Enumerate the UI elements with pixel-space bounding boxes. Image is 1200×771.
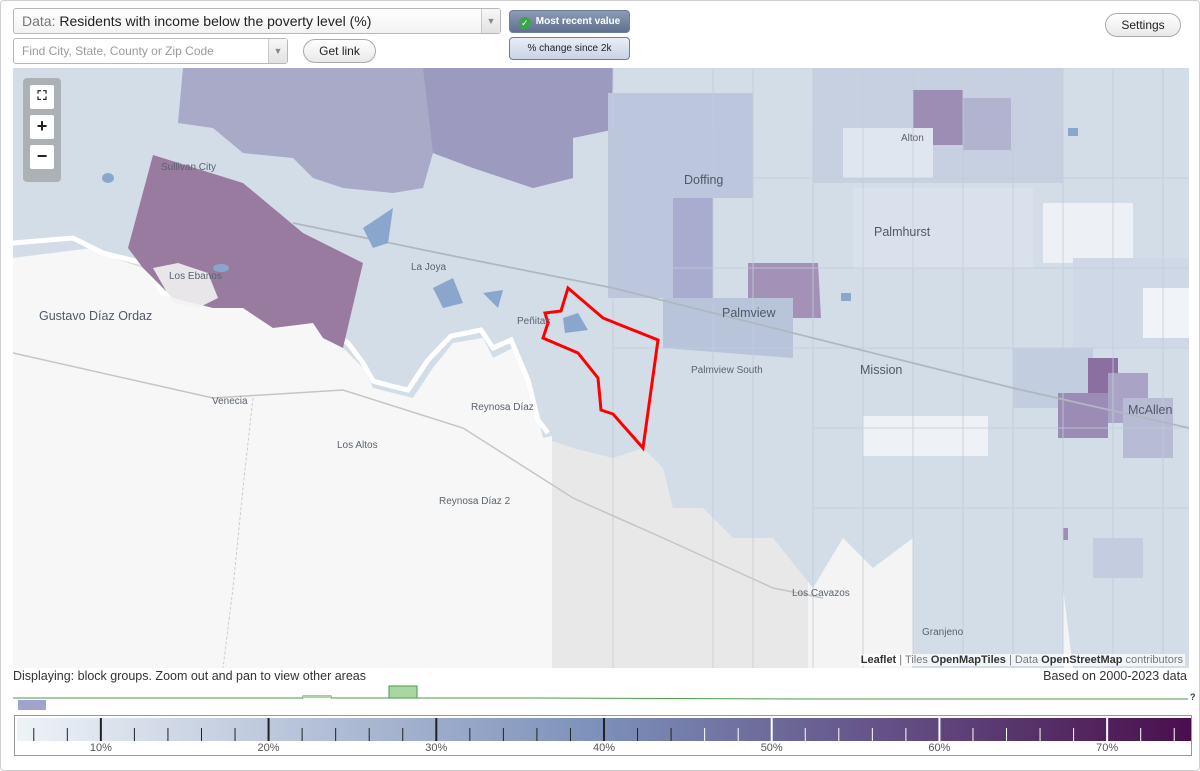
legend-tick-label: 70% [1096, 742, 1119, 754]
place-label: Alton [901, 133, 924, 144]
choropleth-layer [13, 68, 1189, 668]
distribution-histogram [13, 685, 1188, 710]
legend-tick-label: 10% [89, 742, 112, 754]
place-label: Reynosa Díaz [471, 402, 534, 413]
place-label: Los Altos [337, 440, 378, 451]
selected-area-outline[interactable] [541, 285, 660, 452]
zoom-in-button[interactable]: + [30, 115, 54, 139]
place-label: Los Ebanos [169, 271, 222, 282]
zoom-out-button[interactable]: − [30, 145, 54, 169]
map-attribution: Leaflet | Tiles OpenMapTiles | Data Open… [858, 654, 1185, 666]
histogram-unknown-bar [18, 700, 46, 710]
legend-gradient [17, 718, 1191, 741]
openstreetmap-link[interactable]: OpenStreetMap [1041, 654, 1123, 666]
place-label: Peñitas [517, 316, 551, 327]
check-icon: ✓ [518, 17, 531, 29]
place-label: Reynosa Díaz 2 [439, 496, 511, 507]
most-recent-value-button[interactable]: ✓ Most recent value [509, 10, 630, 33]
get-link-button[interactable]: Get link [303, 39, 376, 63]
place-label: Palmview [722, 306, 776, 320]
data-select-value: Residents with income below the poverty … [59, 13, 372, 29]
place-label: Venecia [212, 396, 248, 407]
mexico-region [13, 248, 552, 668]
legend-tick-label: 40% [592, 742, 616, 754]
color-legend[interactable]: 10% 20% 30% 40% 50% 60% 70% [14, 715, 1192, 756]
histogram-peak-bar [388, 685, 418, 699]
percent-change-button[interactable]: % change since 2k [509, 37, 630, 60]
place-label: Doffing [684, 173, 724, 187]
place-label: Los Cavazos [792, 588, 850, 599]
histogram-unknown-label: ? [1190, 692, 1196, 702]
region-doffing [608, 93, 753, 298]
openmaptiles-link[interactable]: OpenMapTiles [930, 654, 1006, 666]
location-search-input[interactable] [22, 40, 262, 62]
legend-tick-label: 20% [257, 742, 280, 754]
chevron-down-icon[interactable]: ▼ [268, 39, 287, 63]
region-light [863, 416, 988, 456]
place-label: McAllen [1128, 403, 1173, 417]
display-status: Displaying: block groups. Zoom out and p… [13, 669, 366, 683]
place-label: Palmhurst [874, 225, 931, 239]
data-range-note: Based on 2000-2023 data [1043, 669, 1187, 683]
region-palmhurst [853, 188, 1033, 268]
chevron-down-icon[interactable]: ▼ [481, 9, 500, 33]
place-label: Granjeno [922, 627, 964, 638]
place-label: Mission [860, 363, 903, 377]
location-search[interactable]: ▼ [13, 38, 288, 64]
place-label: Gustavo Díaz Ordaz [39, 309, 153, 323]
legend-tick-label: 50% [760, 742, 783, 754]
settings-button[interactable]: Settings [1105, 13, 1181, 37]
legend-tick-label: 30% [425, 742, 448, 754]
zoom-control: ⛶ + − [23, 78, 61, 182]
legend-tick-label: 60% [928, 742, 951, 754]
fullscreen-icon[interactable]: ⛶ [30, 85, 54, 109]
place-label: La Joya [411, 262, 447, 273]
place-label: Sullivan City [161, 162, 217, 173]
data-select[interactable]: Data: Residents with income below the po… [13, 8, 501, 34]
place-label: Palmview South [691, 365, 763, 376]
data-select-prefix: Data: [22, 13, 56, 29]
most-recent-value-label: Most recent value [535, 16, 621, 27]
map-canvas[interactable]: Sullivan City Los Ebanos Gustavo Díaz Or… [13, 68, 1189, 668]
leaflet-link[interactable]: Leaflet [860, 654, 897, 666]
